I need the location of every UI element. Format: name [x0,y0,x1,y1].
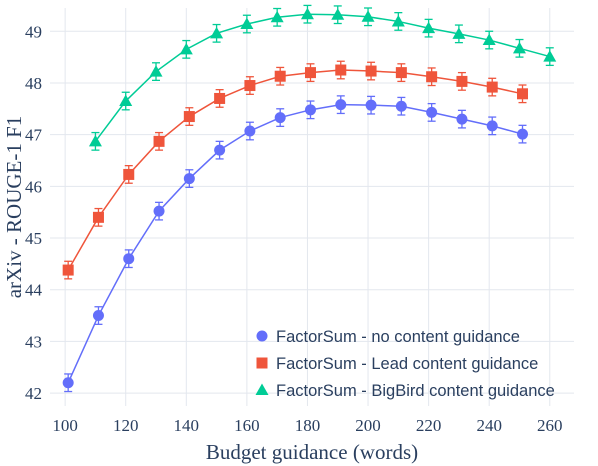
data-point [92,310,104,322]
y-tick-label: 45 [25,229,42,248]
data-point [456,75,468,87]
legend-marker [256,357,268,369]
data-point [365,65,377,77]
series-triangle [88,4,557,151]
data-point [62,264,74,276]
data-point [512,41,526,54]
data-point [486,81,498,93]
data-point [335,99,347,111]
data-point [179,42,193,55]
data-point [482,33,496,46]
data-point [119,94,133,107]
data-point [304,67,316,79]
data-point [331,8,345,20]
legend-marker [256,330,268,342]
x-tick-label: 120 [113,416,139,435]
tick-labels: 100 120 140 160 180 200 220 240 260 42 43 44 45 46 47 4… [25,22,563,435]
data-point [422,21,436,34]
data-point [123,253,135,265]
data-point [210,26,224,39]
data-point [270,10,284,23]
data-point [361,10,375,22]
series-line [94,13,550,142]
series-line [67,103,523,384]
data-point [395,100,407,112]
data-point [300,7,314,20]
data-point [517,128,529,140]
data-point [62,377,74,389]
y-axis-title: arXiv - ROUGE-1 F1 [2,116,26,299]
data-point [517,88,529,100]
data-point [149,65,163,77]
x-tick-label: 240 [476,416,502,435]
data-point [92,211,104,223]
y-tick-label: 46 [25,177,42,196]
data-point [153,135,165,147]
data-point [274,70,286,82]
data-point [183,111,195,123]
data-point [395,67,407,79]
x-axis-title: Budget guidance (words) [206,440,418,464]
data-point [88,134,102,147]
data-point [244,80,256,92]
x-tick-label: 180 [295,416,321,435]
data-point [452,27,466,39]
y-tick-label: 47 [25,126,43,145]
data-point [365,99,377,111]
data-point [456,113,468,125]
data-point [274,112,286,124]
data-point [183,173,195,185]
legend: FactorSum - no content guidance FactorSum… [255,328,555,400]
data-point [543,50,557,62]
series-circle [62,95,529,393]
legend-label: FactorSum - Lead content guidance [276,355,538,373]
data-point [153,205,165,217]
data-point [214,144,226,156]
series-line [67,69,523,271]
x-tick-label: 200 [355,416,381,435]
x-tick-label: 140 [174,416,200,435]
data-point [426,71,438,83]
y-tick-label: 48 [25,74,42,93]
data-point [214,92,226,104]
data-point [244,125,256,137]
x-tick-label: 220 [416,416,442,435]
legend-label: FactorSum - BigBird content guidance [276,382,555,400]
data-point [335,64,347,76]
y-tick-label: 42 [25,384,42,403]
data-point [304,104,316,116]
data-point [426,106,438,118]
y-tick-label: 49 [25,22,42,41]
series-group [62,4,557,393]
data-point [123,168,135,180]
data-point [391,14,405,27]
data-point [486,120,498,132]
data-point [240,17,254,30]
y-tick-label: 43 [25,332,42,351]
series-square [62,60,529,280]
legend-marker [255,383,269,395]
legend-label: FactorSum - no content guidance [276,328,520,346]
x-tick-label: 260 [537,416,563,435]
x-tick-label: 100 [52,416,78,435]
y-tick-label: 44 [25,281,43,300]
x-tick-label: 160 [234,416,260,435]
